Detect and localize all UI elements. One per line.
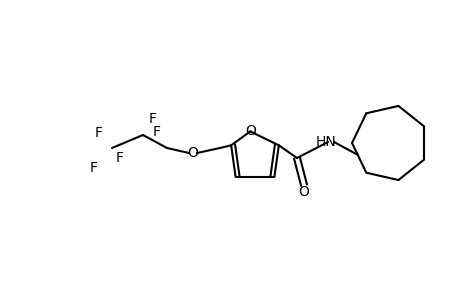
- Text: F: F: [149, 112, 157, 126]
- Text: O: O: [244, 124, 255, 138]
- Text: F: F: [153, 125, 161, 139]
- Text: O: O: [298, 185, 309, 199]
- Text: F: F: [90, 161, 98, 175]
- Text: F: F: [116, 151, 124, 165]
- Text: F: F: [95, 126, 103, 140]
- Text: O: O: [187, 146, 198, 160]
- Text: HN: HN: [315, 135, 336, 149]
